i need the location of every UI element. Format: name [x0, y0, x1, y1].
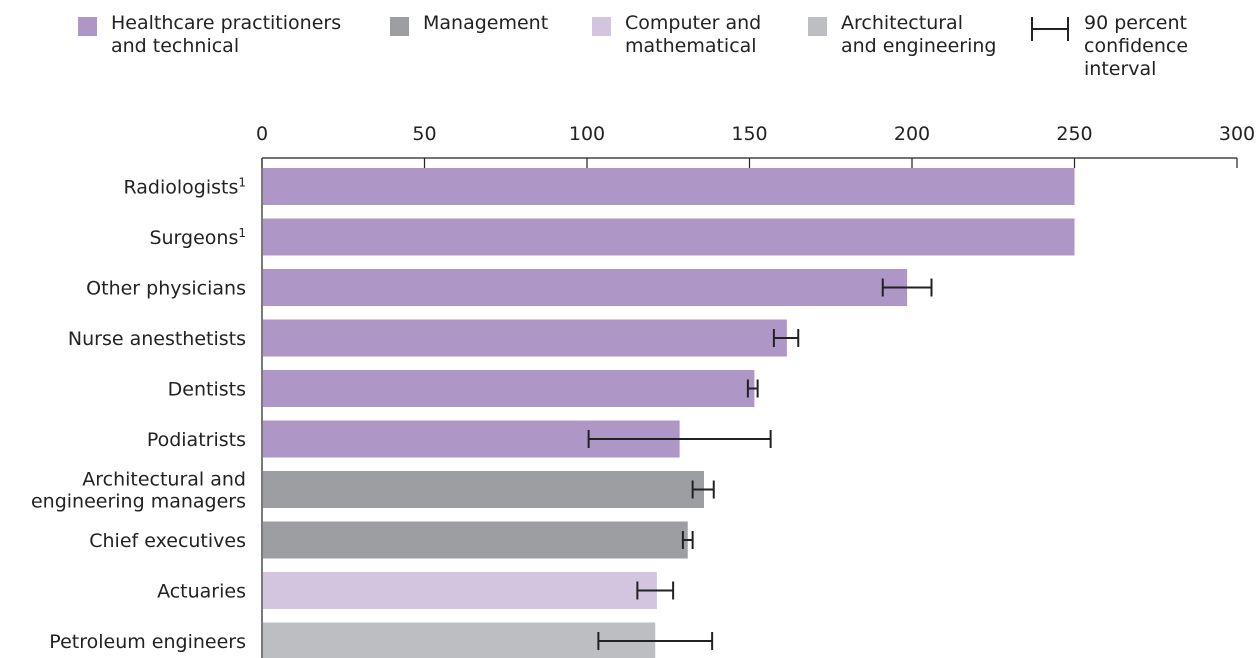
bar-dentists — [263, 370, 755, 407]
bar-actuaries — [263, 572, 657, 609]
bar-architectural-and-engineering-managers — [263, 471, 704, 508]
x-tick-label-200: 200 — [894, 123, 930, 145]
legend-swatch-management — [390, 17, 409, 36]
x-tick-label-250: 250 — [1056, 123, 1092, 145]
category-label-surgeons: Surgeons1 — [149, 226, 246, 249]
category-label-architectural-and-engineering-managers: Architectural and engineering managers — [31, 469, 246, 513]
confidence-interval-icon — [1031, 17, 1069, 41]
bar-petroleum-engineers — [263, 622, 656, 658]
bar-surgeons — [263, 218, 1075, 256]
legend-label-architectural: Architectural and engineering — [841, 12, 997, 57]
legend-item-confidence-interval: 90 percent confidence interval — [1030, 12, 1188, 81]
bar-radiologists — [263, 168, 1075, 205]
x-tick-label-100: 100 — [569, 123, 605, 145]
legend-swatch-computer — [592, 17, 611, 36]
legend-label-computer: Computer and mathematical — [625, 12, 762, 57]
bar-chief-executives — [263, 521, 688, 559]
legend-swatch-architectural — [808, 17, 827, 36]
bar-other-physicians — [263, 269, 908, 306]
legend-item-management: Management — [390, 12, 548, 36]
x-tick-label-50: 50 — [412, 123, 436, 145]
legend-item-architectural: Architectural and engineering — [808, 12, 996, 58]
bar-nurse-anesthetists — [263, 319, 787, 357]
category-label-dentists: Dentists — [168, 379, 246, 401]
category-label-other-physicians: Other physicians — [86, 278, 246, 300]
legend-label-confidence-interval: 90 percent confidence interval — [1084, 12, 1189, 80]
legend-item-computer: Computer and mathematical — [592, 12, 761, 58]
x-tick-label-150: 150 — [731, 123, 767, 145]
category-label-chief-executives: Chief executives — [89, 530, 246, 552]
category-label-nurse-anesthetists: Nurse anesthetists — [68, 328, 246, 350]
category-label-petroleum-engineers: Petroleum engineers — [49, 631, 246, 653]
legend-item-healthcare: Healthcare practitioners and technical — [78, 12, 341, 58]
category-label-actuaries: Actuaries — [157, 581, 246, 603]
legend-swatch-healthcare — [78, 17, 97, 36]
legend-label-healthcare: Healthcare practitioners and technical — [111, 12, 342, 57]
legend-label-management: Management — [423, 12, 549, 34]
category-label-podiatrists: Podiatrists — [147, 429, 246, 451]
legend: Healthcare practitioners and technical M… — [0, 8, 1260, 88]
x-tick-label-300: 300 — [1219, 123, 1255, 145]
x-tick-label-0: 0 — [256, 123, 268, 145]
category-label-radiologists: Radiologists1 — [123, 176, 246, 199]
